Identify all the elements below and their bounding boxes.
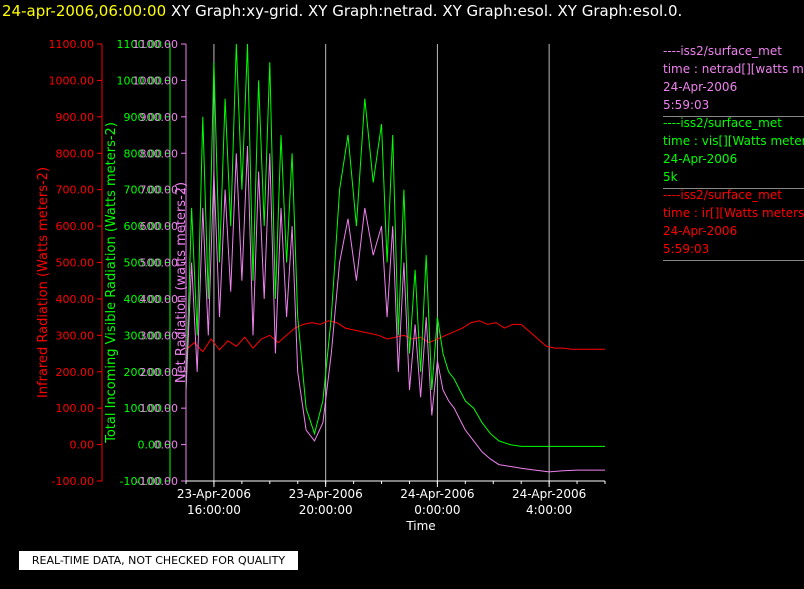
y-tick-label: 1100.00 bbox=[133, 38, 179, 51]
legend-separator bbox=[663, 188, 804, 189]
header-titles: XY Graph:xy-grid. XY Graph:netrad. XY Gr… bbox=[170, 2, 683, 20]
y-tick-label: 200.00 bbox=[140, 366, 179, 379]
y-axis-label: Total Incoming Visible Radiation (Watts … bbox=[104, 122, 119, 444]
header-date: 24-apr-2006,06:00:00 bbox=[2, 2, 167, 20]
legend-source: ----iss2/surface_met bbox=[663, 44, 782, 58]
legend-source: ----iss2/surface_met bbox=[663, 116, 782, 130]
y-tick-label: 700.00 bbox=[140, 184, 179, 197]
y-tick-label: 400.00 bbox=[140, 293, 179, 306]
y-tick-label: 600.00 bbox=[56, 220, 95, 233]
x-tick-label: 23-Apr-2006 bbox=[289, 487, 363, 501]
legend-item-vis: ----iss2/surface_met time : vis[][Watts … bbox=[663, 114, 804, 189]
legend-variable: time : netrad[][watts meters-2] bbox=[663, 62, 804, 76]
legend-time: 5k bbox=[663, 170, 678, 184]
y-tick-label: 1100.00 bbox=[117, 38, 163, 51]
y-tick-label: 0.00 bbox=[154, 439, 179, 452]
x-tick-label: 20:00:00 bbox=[299, 503, 353, 517]
series-lines bbox=[185, 43, 605, 473]
y-tick-label: -100.00 bbox=[120, 475, 162, 488]
y-tick-label: 600.00 bbox=[140, 220, 179, 233]
legend-date: 24-Apr-2006 bbox=[663, 152, 738, 166]
y-tick-label: 700.00 bbox=[56, 184, 95, 197]
y-tick-label: 200.00 bbox=[124, 366, 163, 379]
series-line-ir bbox=[185, 320, 605, 353]
y-tick-label: -100.00 bbox=[136, 475, 178, 488]
legend-separator bbox=[663, 116, 804, 117]
x-tick-label: 24-Apr-2006 bbox=[512, 487, 586, 501]
y-tick-label: 100.00 bbox=[140, 402, 179, 415]
y-tick-label: 900.00 bbox=[124, 111, 163, 124]
x-tick-label: 24-Apr-2006 bbox=[400, 487, 474, 501]
y-tick-label: 1000.00 bbox=[133, 74, 179, 87]
y-tick-label: 1000.00 bbox=[117, 74, 163, 87]
quality-notice: REAL-TIME DATA, NOT CHECKED FOR QUALITY bbox=[19, 551, 298, 570]
y-tick-label: 100.00 bbox=[124, 402, 163, 415]
legend-date: 24-Apr-2006 bbox=[663, 80, 738, 94]
legend-source: ----iss2/surface_met bbox=[663, 188, 782, 202]
legend-date: 24-Apr-2006 bbox=[663, 224, 738, 238]
y-tick-label: 900.00 bbox=[56, 111, 95, 124]
y-tick-label: 100.00 bbox=[56, 402, 95, 415]
legend-time: 5:59:03 bbox=[663, 242, 710, 256]
x-axis: 23-Apr-2006 16:00:00 23-Apr-2006 20:00:00 24… bbox=[177, 480, 606, 517]
y-tick-label: 500.00 bbox=[140, 257, 179, 270]
y-tick-label: 800.00 bbox=[56, 147, 95, 160]
y-tick-label: 1100.00 bbox=[49, 38, 95, 51]
y-tick-label: 900.00 bbox=[140, 111, 179, 124]
y-tick-label: 0.00 bbox=[70, 439, 95, 452]
legend-variable: time : ir[][Watts meters-2] bbox=[663, 206, 804, 220]
x-tick-label: 16:00:00 bbox=[187, 503, 241, 517]
grid-lines bbox=[213, 44, 550, 481]
x-tick-label: 4:00:00 bbox=[526, 503, 572, 517]
x-tick-label: 23-Apr-2006 bbox=[177, 487, 251, 501]
legend-item-netrad: ----iss2/surface_met time : netrad[][wat… bbox=[663, 42, 804, 117]
legend-item-ir: ----iss2/surface_met time : ir[][Watts m… bbox=[663, 186, 804, 261]
y-tick-label: 500.00 bbox=[124, 257, 163, 270]
y-axes: -100.00 0.00 100.00 200.00 300.00 400.00 500.0… bbox=[36, 38, 189, 488]
legend-variable: time : vis[][Watts meters-2] bbox=[663, 134, 804, 148]
legend-time: 5:59:03 bbox=[663, 98, 710, 112]
y-axis-label: Infrared Radiation (Watts meters-2) bbox=[36, 167, 51, 398]
y-tick-label: 700.00 bbox=[124, 184, 163, 197]
y-tick-label: 800.00 bbox=[124, 147, 163, 160]
y-axis-label: Net Radiation (watts meters-2) bbox=[174, 182, 189, 383]
series-line-netrad bbox=[185, 145, 605, 473]
x-tick-label: 0:00:00 bbox=[414, 503, 460, 517]
y-tick-label: 400.00 bbox=[124, 293, 163, 306]
y-tick-label: 300.00 bbox=[140, 329, 179, 342]
y-tick-label: 600.00 bbox=[124, 220, 163, 233]
y-tick-label: 1000.00 bbox=[49, 74, 95, 87]
y-tick-label: 500.00 bbox=[56, 257, 95, 270]
x-axis-label: Time bbox=[405, 519, 435, 533]
y-tick-label: 300.00 bbox=[124, 329, 163, 342]
y-tick-label: 300.00 bbox=[56, 329, 95, 342]
y-tick-label: -100.00 bbox=[52, 475, 94, 488]
y-tick-label: 400.00 bbox=[56, 293, 95, 306]
y-tick-label: 800.00 bbox=[140, 147, 179, 160]
series-line-vis bbox=[185, 43, 605, 447]
y-tick-label: 200.00 bbox=[56, 366, 95, 379]
y-tick-label: 0.00 bbox=[138, 439, 163, 452]
graph-header: 24-apr-2006,06:00:00 XY Graph:xy-grid. X… bbox=[2, 2, 682, 20]
legend-separator bbox=[663, 260, 804, 261]
